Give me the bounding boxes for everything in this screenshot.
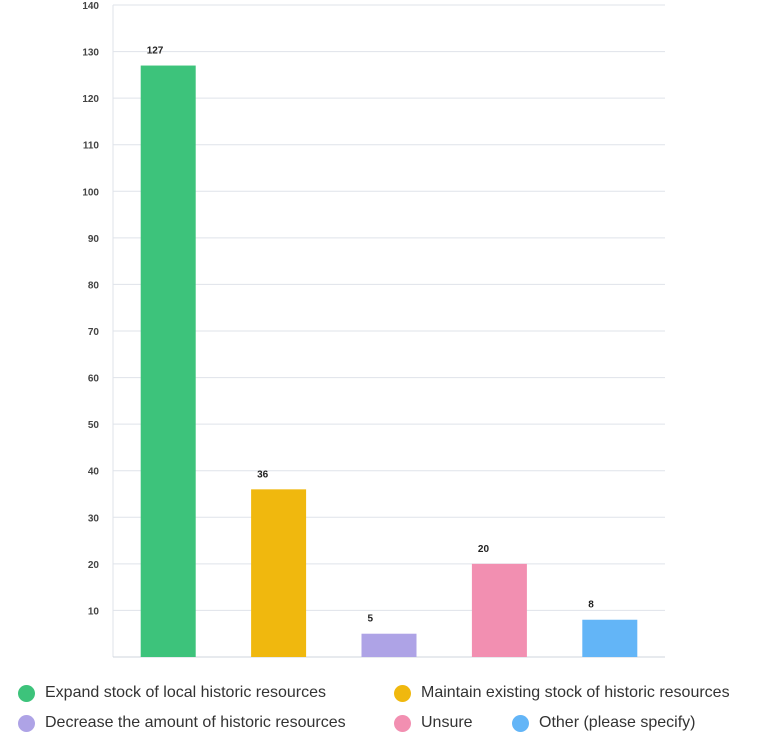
legend-swatch xyxy=(18,714,35,732)
y-tick-label: 110 xyxy=(83,141,100,152)
bars xyxy=(140,65,638,658)
bar-4 xyxy=(471,563,527,657)
data-labels: 127 36 5 20 8 xyxy=(147,46,595,625)
legend: Expand stock of local historic resources… xyxy=(18,678,773,738)
gridlines xyxy=(112,4,665,658)
legend-swatch xyxy=(18,684,35,702)
data-label: 5 xyxy=(368,614,374,625)
bar-5 xyxy=(582,619,638,657)
y-tick-label: 120 xyxy=(82,94,99,105)
y-tick-label: 10 xyxy=(88,606,100,617)
y-tick-label: 50 xyxy=(88,420,100,431)
data-label: 127 xyxy=(147,46,164,57)
y-tick-label: 100 xyxy=(82,187,99,198)
y-tick-label: 130 xyxy=(82,48,99,59)
y-tick-label: 40 xyxy=(88,467,100,478)
legend-item-unsure: Unsure xyxy=(394,714,512,732)
y-tick-label: 70 xyxy=(88,327,100,338)
bar-3 xyxy=(361,633,417,657)
y-tick-label: 80 xyxy=(88,280,100,291)
legend-item-other: Other (please specify) xyxy=(512,714,696,732)
y-tick-label: 60 xyxy=(88,374,100,385)
y-tick-label: 30 xyxy=(88,513,100,524)
legend-item-expand: Expand stock of local historic resources xyxy=(18,684,394,702)
y-axis-ticks: 10 20 30 40 50 60 70 80 90 100 110 120 130 140 xyxy=(82,1,99,617)
legend-label: Other (please specify) xyxy=(539,714,696,731)
legend-row: Expand stock of local historic resources… xyxy=(18,678,773,708)
legend-item-decrease: Decrease the amount of historic resource… xyxy=(18,714,394,732)
data-label: 36 xyxy=(257,469,269,480)
legend-swatch xyxy=(394,714,411,732)
y-tick-label: 20 xyxy=(88,560,100,571)
legend-label: Decrease the amount of historic resource… xyxy=(45,714,346,731)
data-label: 20 xyxy=(478,544,490,555)
data-label: 8 xyxy=(588,600,594,611)
y-tick-label: 140 xyxy=(82,1,99,12)
legend-label: Unsure xyxy=(421,714,473,731)
legend-swatch xyxy=(394,684,411,702)
bar-2 xyxy=(251,489,307,657)
legend-item-maintain: Maintain existing stock of historic reso… xyxy=(394,684,730,702)
legend-label: Expand stock of local historic resources xyxy=(45,684,327,701)
legend-row: Decrease the amount of historic resource… xyxy=(18,708,773,738)
legend-label: Maintain existing stock of historic reso… xyxy=(421,684,730,701)
legend-swatch xyxy=(512,714,529,732)
bar-chart: 10 20 30 40 50 60 70 80 90 100 110 120 130 140 127 36 5… xyxy=(82,1,665,658)
y-tick-label: 90 xyxy=(88,234,100,245)
bar-1 xyxy=(140,65,196,658)
